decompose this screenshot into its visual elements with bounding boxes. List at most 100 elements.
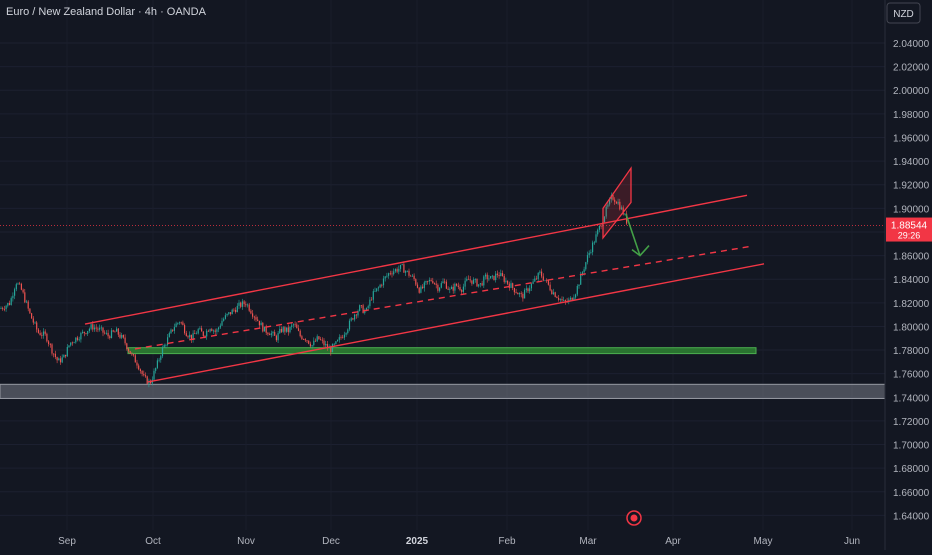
candle-body <box>561 299 563 301</box>
candle-body <box>367 306 369 308</box>
lower-channel-line[interactable] <box>147 263 765 383</box>
candle-body <box>109 336 111 339</box>
candle-body <box>609 199 611 205</box>
candle-body <box>209 329 211 332</box>
x-tick-label: Sep <box>58 536 76 547</box>
candle-body <box>432 280 434 284</box>
candle-body <box>114 331 116 333</box>
candle-body <box>207 330 209 332</box>
candle-body <box>541 271 543 277</box>
candle-body <box>597 229 599 235</box>
y-tick-label: 1.72000 <box>893 417 930 428</box>
mid-channel-line[interactable] <box>134 245 753 350</box>
candle-body <box>313 340 315 346</box>
candle-body <box>331 344 334 353</box>
countdown-text: 29:26 <box>898 231 921 241</box>
candle-body <box>206 330 208 337</box>
candle-body <box>27 301 29 309</box>
x-tick-label: May <box>754 536 773 547</box>
candle-body <box>546 280 548 282</box>
candle-body <box>488 278 490 280</box>
candle-body <box>525 288 527 290</box>
candle-body <box>34 322 36 324</box>
candle-body <box>263 326 266 332</box>
candle-body <box>245 304 247 306</box>
projection-arrow-head <box>631 245 650 257</box>
candle-body <box>66 347 68 357</box>
support-zones <box>0 347 886 399</box>
candle-body <box>454 283 456 291</box>
currency-button[interactable]: NZD <box>886 2 921 24</box>
y-tick-label: 1.92000 <box>893 181 930 192</box>
candle-body <box>211 329 213 331</box>
candle-body <box>622 207 624 215</box>
candle-body <box>595 234 597 243</box>
candle-body <box>223 318 225 321</box>
candle-body <box>462 286 464 292</box>
candle-body <box>551 290 553 295</box>
candle-body <box>212 330 215 332</box>
candle-body <box>42 331 45 336</box>
candle-body <box>476 279 478 287</box>
candle-body <box>501 273 504 277</box>
candle-body <box>513 288 515 293</box>
candle-body <box>292 324 294 326</box>
projection-arrow[interactable] <box>625 213 641 256</box>
candle-body <box>275 335 277 341</box>
candle-body <box>124 337 126 344</box>
candle-body <box>471 280 473 284</box>
candle-body <box>575 294 577 298</box>
candle-body <box>500 273 502 277</box>
candle-body <box>0 308 2 310</box>
candle-body <box>279 328 281 334</box>
candle-body <box>175 323 177 328</box>
candle-body <box>372 291 374 300</box>
candle-body <box>539 271 541 273</box>
candle-body <box>585 262 587 270</box>
y-tick-label: 1.74000 <box>893 393 930 404</box>
bear-flag-box[interactable] <box>602 166 632 240</box>
candle-body <box>238 302 240 306</box>
green-support-zone[interactable] <box>127 347 757 355</box>
candle-body <box>280 328 283 332</box>
candle-body <box>214 330 216 332</box>
y-tick-label: 2.00000 <box>893 86 930 97</box>
candle-body <box>32 318 34 323</box>
candle-body <box>401 264 403 266</box>
candle-body <box>430 279 432 281</box>
candle-body <box>233 309 235 311</box>
candle-body <box>425 280 427 283</box>
candle-body <box>444 281 446 283</box>
candle-body <box>427 280 429 282</box>
candle-body <box>182 322 184 326</box>
upper-channel-line[interactable] <box>84 194 748 325</box>
candle-body <box>144 375 147 377</box>
candle-body <box>620 207 623 210</box>
candle-body <box>246 304 249 306</box>
candle-body <box>413 275 415 280</box>
candle-body <box>93 327 96 330</box>
candle-body <box>160 356 162 360</box>
x-tick-label: Jun <box>844 536 860 547</box>
event-marker-icon[interactable] <box>626 510 642 526</box>
candle-body <box>100 327 102 329</box>
candle-body <box>347 329 349 333</box>
candle-body <box>398 268 400 272</box>
candle-body <box>340 337 342 338</box>
candle-body <box>54 353 56 358</box>
grey-support-zone[interactable] <box>0 383 886 399</box>
candle-body <box>439 287 441 291</box>
candle-body <box>10 298 12 305</box>
candle-body <box>558 298 560 300</box>
candle-body <box>515 292 517 294</box>
candle-body <box>2 308 4 310</box>
candle-body <box>301 336 303 340</box>
y-tick-label: 1.66000 <box>893 488 930 499</box>
candle-body <box>248 304 250 311</box>
candle-body <box>326 344 328 349</box>
candle-body <box>382 278 385 286</box>
candle-body <box>510 283 512 288</box>
candle-body <box>590 252 592 253</box>
